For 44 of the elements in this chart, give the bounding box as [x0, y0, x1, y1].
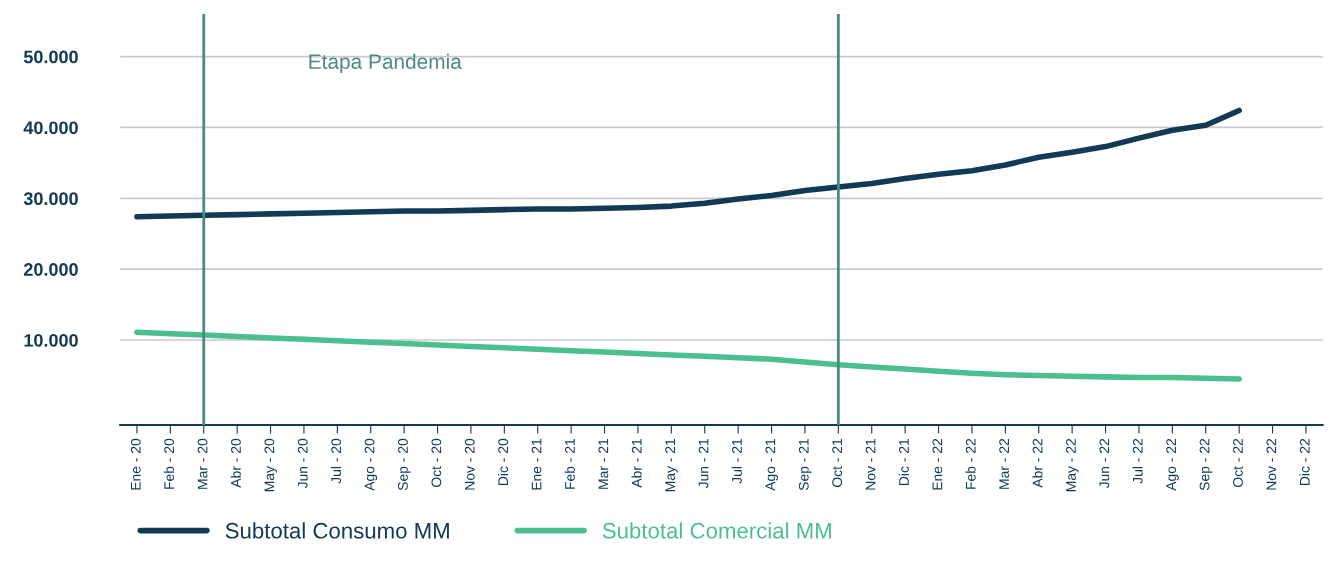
- x-tick-label: Jul - 20: [330, 438, 342, 484]
- x-tick-label: Nov - 21: [865, 438, 876, 490]
- x-tick-label: Sep - 20: [398, 438, 411, 491]
- x-tick-label: Ene - 20: [130, 438, 141, 490]
- x-tick-label: Oct - 21: [832, 438, 843, 487]
- x-tick-label: Jul - 22: [1132, 438, 1143, 484]
- x-tick-label: Feb - 21: [564, 438, 575, 489]
- legend-label: Subtotal Consumo MM: [225, 522, 449, 539]
- y-tick-label: 20.000: [23, 263, 78, 276]
- x-tick-label: Dic - 22: [1299, 438, 1310, 485]
- x-tick-label: Dic - 20: [497, 438, 509, 485]
- annotation: Etapa Pandemia: [309, 53, 462, 74]
- x-tick-label: Ago - 21: [765, 438, 779, 491]
- x-tick-label: Ago - 20: [364, 438, 378, 491]
- x-tick-label: Ene - 22: [932, 438, 943, 490]
- x-tick-label: Oct - 22: [1233, 438, 1243, 487]
- x-tick-label: Jul - 21: [731, 438, 742, 484]
- x-tick-label: Nov - 22: [1266, 438, 1277, 490]
- x-tick-label: Abr - 22: [1032, 438, 1043, 488]
- x-tick-label: Jun - 22: [1099, 438, 1110, 489]
- y-tick-label: 10.000: [24, 333, 78, 347]
- x-tick-label: Dic - 21: [898, 438, 909, 485]
- x-tick-label: Oct - 20: [431, 438, 442, 487]
- x-tick-label: Feb - 20: [163, 438, 175, 489]
- legend-label: Subtotal Comercial MM: [602, 522, 831, 539]
- x-tick-label: Nov - 20: [464, 438, 475, 490]
- x-tick-label: Ago - 22: [1166, 438, 1179, 491]
- x-tick-label: Jun - 20: [297, 438, 308, 489]
- x-tick-label: Sep - 22: [1199, 438, 1213, 491]
- x-tick-label: Mar - 21: [598, 438, 609, 489]
- y-tick-label: 40.000: [23, 121, 78, 135]
- x-tick-label: Mar - 22: [999, 438, 1010, 489]
- x-tick-label: Ene - 21: [531, 438, 542, 490]
- x-tick-label: May - 21: [665, 438, 678, 492]
- x-tick-label: May - 20: [264, 438, 278, 492]
- x-tick-label: Sep - 21: [798, 438, 812, 491]
- x-tick-label: Abr - 20: [230, 438, 241, 488]
- y-tick-label: 30.000: [23, 192, 78, 206]
- x-tick-label: May - 22: [1066, 438, 1079, 492]
- y-tick-label: 50.000: [23, 50, 78, 64]
- x-tick-label: Mar - 20: [197, 438, 208, 489]
- x-tick-label: Abr - 21: [631, 438, 642, 488]
- x-tick-label: Feb - 22: [965, 438, 976, 489]
- x-tick-label: Jun - 21: [698, 438, 709, 489]
